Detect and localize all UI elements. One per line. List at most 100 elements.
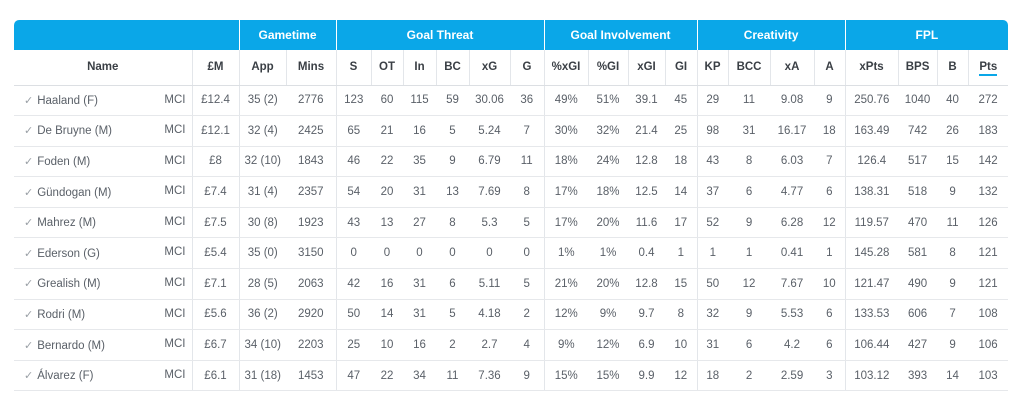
player-name-cell[interactable]: ✓ Ederson (G) MCI	[14, 237, 192, 270]
column-header-gi[interactable]: %GI	[587, 50, 628, 86]
cell-mins: 2776	[286, 85, 336, 117]
table-row[interactable]: ✓ Gündogan (M) MCI £7.4 31 (4) 2357 54 20 31 13 7.…	[14, 176, 1009, 208]
cell-xa: 6.03	[770, 146, 815, 178]
player-name-cell[interactable]: ✓ Gündogan (M) MCI	[14, 176, 192, 208]
check-icon[interactable]: ✓	[24, 370, 34, 383]
column-header-mins[interactable]: Mins	[285, 50, 336, 86]
cell-gi: 1	[665, 237, 698, 270]
column-header-label: B	[948, 61, 957, 74]
column-header-gi[interactable]: GI	[664, 50, 698, 86]
player-name[interactable]: Grealish (M)	[37, 278, 101, 291]
column-header-row: Name £M App Mins S OT In BC xG G %xGI %GI xGI GI KP BCC…	[14, 50, 1009, 86]
check-icon[interactable]: ✓	[24, 155, 34, 168]
cell-s: 123	[335, 85, 371, 117]
cell-price: £12.4	[191, 85, 239, 117]
player-name-cell[interactable]: ✓ Mahrez (M) MCI	[14, 207, 192, 239]
cell-xg: 5.11	[469, 268, 510, 300]
check-icon[interactable]: ✓	[24, 217, 34, 230]
player-name-cell[interactable]: ✓ Bernardo (M) MCI	[14, 329, 192, 361]
player-name[interactable]: Gündogan (M)	[37, 186, 112, 199]
check-icon[interactable]: ✓	[24, 94, 34, 107]
column-header-kp[interactable]: KP	[696, 50, 729, 86]
player-name-cell[interactable]: ✓ Haaland (F) MCI	[14, 85, 192, 117]
column-header-b[interactable]: B	[936, 50, 969, 86]
column-header-app[interactable]: App	[238, 50, 286, 86]
cell-pts: 106	[968, 329, 1009, 361]
cell-bc: 9	[436, 146, 469, 178]
table-row[interactable]: ✓ Grealish (M) MCI £7.1 28 (5) 2063 42 16 31 6 5.1…	[14, 268, 1009, 300]
column-header-label: A	[825, 61, 834, 74]
player-name[interactable]: Foden (M)	[37, 155, 91, 168]
cell-xa: 7.67	[770, 268, 815, 300]
check-icon[interactable]: ✓	[24, 278, 34, 291]
cell-gi: 20%	[588, 207, 628, 239]
player-name-cell[interactable]: ✓ Grealish (M) MCI	[14, 268, 192, 300]
table-row[interactable]: ✓ De Bruyne (M) MCI £12.1 32 (4) 2425 65 21 16 5 5…	[14, 115, 1009, 147]
player-name[interactable]: Álvarez (F)	[37, 370, 94, 383]
player-name-cell[interactable]: ✓ Foden (M) MCI	[14, 146, 192, 178]
check-icon[interactable]: ✓	[24, 125, 34, 138]
player-name[interactable]: Ederson (G)	[37, 247, 100, 260]
player-name[interactable]: Bernardo (M)	[37, 339, 105, 352]
player-team: MCI	[164, 338, 186, 351]
cell-price: £5.6	[191, 299, 239, 331]
player-name-cell[interactable]: ✓ Álvarez (F) MCI	[14, 360, 192, 392]
cell-bps: 518	[898, 176, 938, 208]
cell-a: 7	[814, 146, 846, 178]
column-header-pts[interactable]: Pts	[967, 50, 1009, 86]
cell-pts: 121	[968, 268, 1009, 300]
column-header-name[interactable]: Name	[14, 50, 192, 86]
cell-bc: 5	[436, 115, 469, 147]
group-header-blank	[14, 20, 239, 50]
cell-in: 31	[403, 299, 436, 331]
column-header-a[interactable]: A	[813, 50, 846, 86]
table-row[interactable]: ✓ Rodri (M) MCI £5.6 36 (2) 2920 50 14 31 5 4.18 2 1…	[14, 299, 1009, 331]
cell-bcc: 8	[728, 146, 771, 178]
cell-in: 27	[403, 207, 436, 239]
table-row[interactable]: ✓ Foden (M) MCI £8 32 (10) 1843 46 22 35 9 6.79 11 1…	[14, 146, 1009, 178]
column-header-bps[interactable]: BPS	[897, 50, 938, 86]
cell-xgi: 49%	[543, 85, 588, 117]
column-header-s[interactable]: S	[335, 50, 371, 86]
table-row[interactable]: ✓ Bernardo (M) MCI £6.7 34 (10) 2203 25 10 16 2 2.…	[14, 329, 1009, 361]
cell-xgi: 30%	[543, 115, 588, 147]
column-header-bcc[interactable]: BCC	[727, 50, 771, 86]
player-team: MCI	[164, 185, 186, 198]
player-name[interactable]: Mahrez (M)	[37, 217, 96, 230]
cell-gi: 12	[665, 360, 698, 392]
column-header-xa[interactable]: xA	[769, 50, 815, 86]
cell-app: 31 (18)	[238, 360, 286, 392]
column-header-m[interactable]: £M	[191, 50, 239, 86]
column-header-xgi[interactable]: xGI	[627, 50, 665, 86]
column-header-in[interactable]: In	[402, 50, 436, 86]
table-row[interactable]: ✓ Mahrez (M) MCI £7.5 30 (8) 1923 43 13 27 8 5.3 5 1…	[14, 207, 1009, 239]
player-name-cell[interactable]: ✓ Rodri (M) MCI	[14, 299, 192, 331]
cell-gi: 18%	[588, 176, 628, 208]
player-name[interactable]: Rodri (M)	[37, 308, 86, 321]
cell-pts: 108	[968, 299, 1009, 331]
cell-s: 42	[335, 268, 371, 300]
group-header-gametime: Gametime	[238, 20, 336, 50]
column-header-xpts[interactable]: xPts	[844, 50, 899, 86]
column-header-xg[interactable]: xG	[468, 50, 510, 86]
cell-pts: 121	[968, 237, 1009, 270]
player-name[interactable]: De Bruyne (M)	[37, 125, 112, 138]
column-header-xgi[interactable]: %xGI	[543, 50, 588, 86]
column-header-bc[interactable]: BC	[435, 50, 469, 86]
player-name[interactable]: Haaland (F)	[37, 94, 98, 107]
column-header-g[interactable]: G	[509, 50, 544, 86]
table-row[interactable]: ✓ Haaland (F) MCI £12.4 35 (2) 2776 123 60 115 59…	[14, 85, 1009, 117]
player-name-cell[interactable]: ✓ De Bruyne (M) MCI	[14, 115, 192, 147]
check-icon[interactable]: ✓	[24, 308, 34, 321]
check-icon[interactable]: ✓	[24, 247, 34, 260]
table-row[interactable]: ✓ Ederson (G) MCI £5.4 35 (0) 3150 0 0 0 0 0 0 1% 1% 0…	[14, 237, 1009, 270]
check-icon[interactable]: ✓	[24, 186, 34, 199]
table-row[interactable]: ✓ Álvarez (F) MCI £6.1 31 (18) 1453 47 22 34 11 7.…	[14, 360, 1009, 392]
column-header-ot[interactable]: OT	[370, 50, 403, 86]
cell-a: 12	[814, 207, 846, 239]
check-icon[interactable]: ✓	[24, 339, 34, 352]
cell-b: 26	[937, 115, 969, 147]
cell-bps: 581	[898, 237, 938, 270]
player-stats-table-container: Gametime Goal Threat Goal Involvement Cr…	[14, 20, 1009, 392]
cell-bc: 6	[436, 268, 469, 300]
